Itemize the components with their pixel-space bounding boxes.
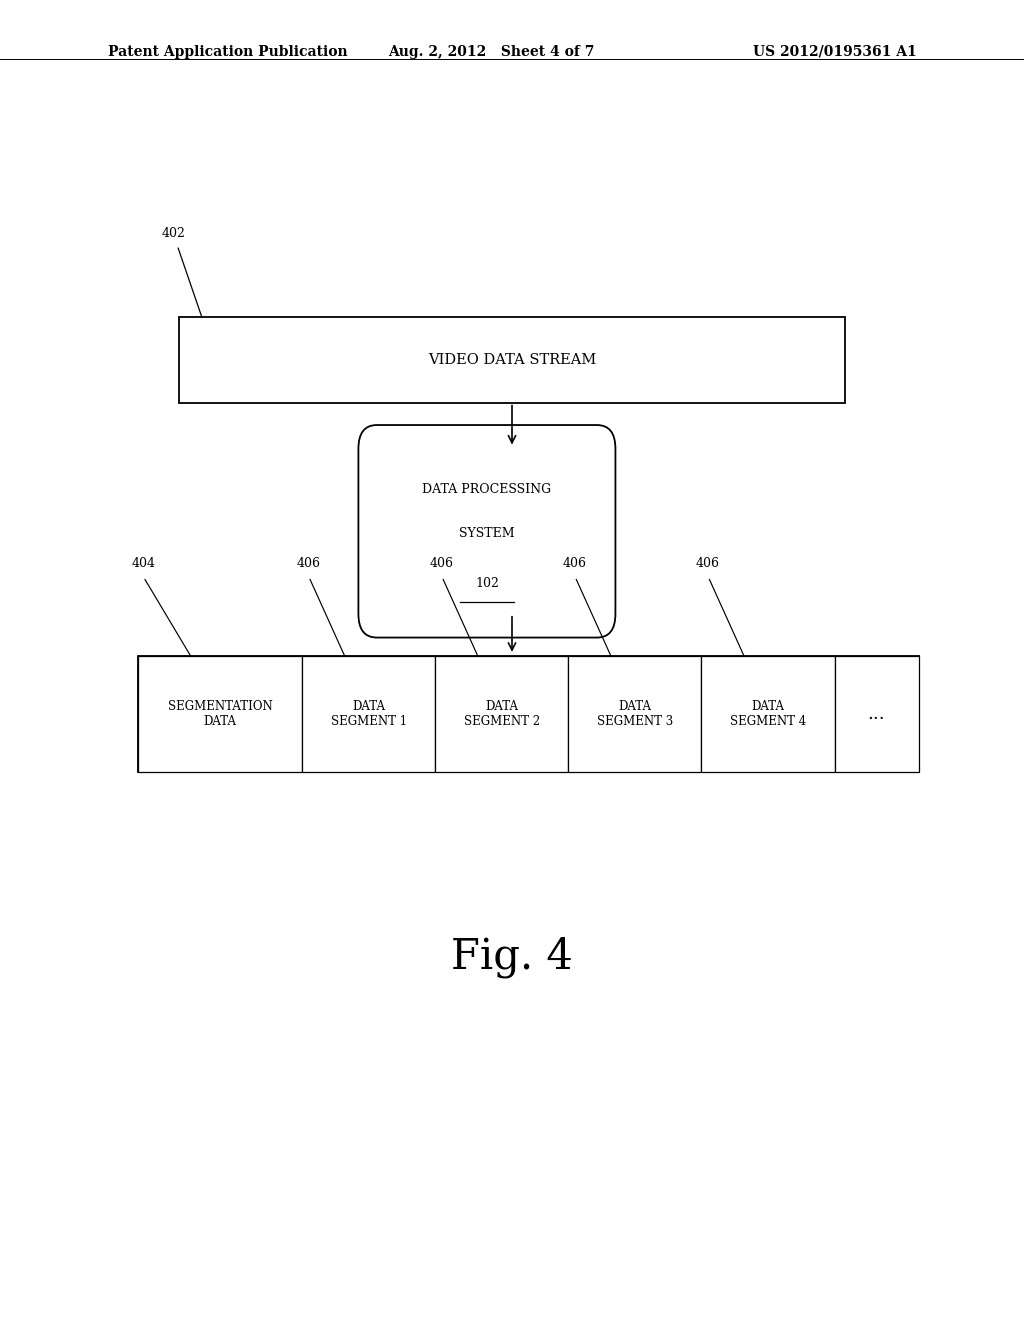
Text: DATA
SEGMENT 4: DATA SEGMENT 4 — [730, 700, 806, 729]
Bar — [435, 656, 568, 772]
Bar — [302, 656, 435, 772]
Text: 404: 404 — [132, 557, 156, 570]
Text: DATA
SEGMENT 2: DATA SEGMENT 2 — [464, 700, 540, 729]
Text: 406: 406 — [297, 557, 321, 570]
FancyBboxPatch shape — [358, 425, 615, 638]
Bar — [138, 656, 919, 772]
Text: DATA
SEGMENT 3: DATA SEGMENT 3 — [597, 700, 673, 729]
Text: SEGMENTATION
DATA: SEGMENTATION DATA — [168, 700, 272, 729]
Text: 102: 102 — [475, 577, 499, 590]
Text: US 2012/0195361 A1: US 2012/0195361 A1 — [753, 45, 916, 59]
Text: SYSTEM: SYSTEM — [459, 527, 515, 540]
Text: 406: 406 — [563, 557, 587, 570]
Bar — [701, 656, 835, 772]
Text: 402: 402 — [162, 227, 185, 240]
Text: ...: ... — [867, 705, 886, 723]
Text: Fig. 4: Fig. 4 — [451, 936, 573, 978]
Bar — [179, 317, 845, 403]
Text: VIDEO DATA STREAM: VIDEO DATA STREAM — [428, 352, 596, 367]
Bar — [138, 656, 302, 772]
Text: DATA PROCESSING: DATA PROCESSING — [422, 483, 552, 496]
Bar — [835, 656, 919, 772]
Bar — [568, 656, 701, 772]
Text: DATA
SEGMENT 1: DATA SEGMENT 1 — [331, 700, 407, 729]
Text: Aug. 2, 2012   Sheet 4 of 7: Aug. 2, 2012 Sheet 4 of 7 — [388, 45, 595, 59]
Text: Patent Application Publication: Patent Application Publication — [108, 45, 347, 59]
Text: 406: 406 — [430, 557, 454, 570]
Text: 406: 406 — [696, 557, 720, 570]
